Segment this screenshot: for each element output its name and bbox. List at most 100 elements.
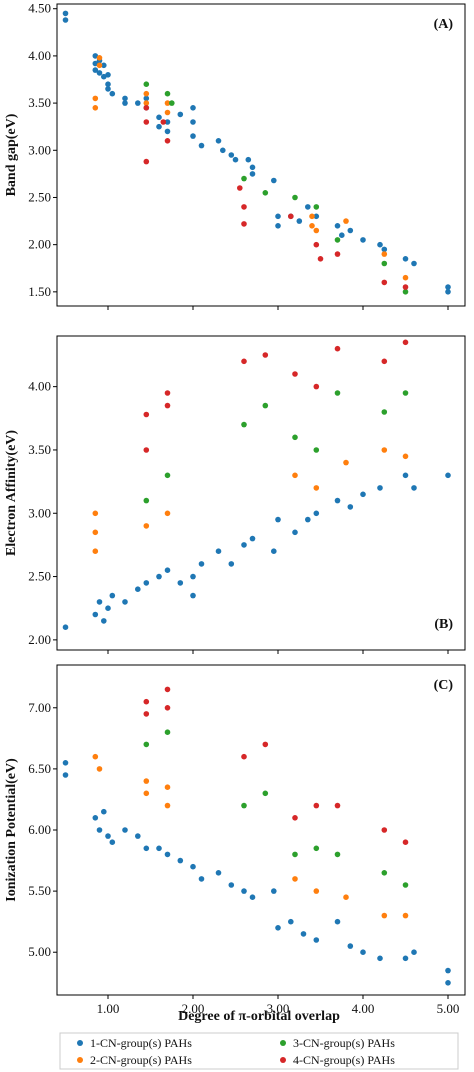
data-point	[164, 686, 171, 693]
data-point	[135, 833, 141, 839]
data-point	[360, 491, 366, 498]
data-point	[92, 95, 99, 102]
data-point	[241, 175, 247, 182]
data-point	[92, 611, 99, 618]
data-point	[402, 882, 409, 888]
panel-1: 1.50 2.00 2.50 3.00 3.50 4.00 4.50 Band gap(eV)…	[4, 1, 466, 310]
panel-label: (C)	[434, 678, 454, 693]
data-point	[313, 485, 320, 491]
series-3cn	[143, 81, 409, 295]
data-point	[62, 624, 69, 630]
data-point	[164, 567, 171, 573]
data-point	[313, 845, 320, 852]
data-point	[305, 204, 311, 210]
data-point	[143, 711, 150, 717]
legend-label-3cn: 3-CN-group(s) PAHs	[293, 1036, 395, 1050]
data-point	[262, 741, 269, 748]
data-point	[402, 289, 409, 295]
data-point	[241, 421, 247, 428]
data-point	[381, 870, 388, 876]
data-point	[228, 152, 235, 158]
data-point	[177, 111, 184, 118]
data-point	[101, 808, 107, 815]
data-point	[143, 100, 150, 106]
data-point	[402, 274, 409, 281]
series-4cn	[143, 339, 409, 453]
data-point	[215, 138, 222, 144]
data-point	[245, 156, 252, 163]
panels: 1.50 2.00 2.50 3.00 3.50 4.00 4.50 Band gap(eV)…	[4, 1, 466, 1016]
x-tick-label: 1.00	[97, 1001, 120, 1016]
data-point	[296, 218, 303, 224]
data-point	[262, 352, 269, 358]
legend-marker-2cn	[77, 1057, 83, 1063]
data-point	[190, 119, 196, 125]
data-point	[402, 284, 409, 290]
series-4cn	[143, 105, 409, 290]
data-point	[292, 371, 298, 377]
data-point	[177, 857, 184, 864]
plot-frame	[56, 335, 466, 651]
data-point	[445, 967, 451, 974]
y-tick-label: 6.00	[28, 822, 51, 837]
x-tick-label: 3.00	[267, 1001, 290, 1016]
data-point	[143, 81, 150, 87]
data-point	[164, 138, 171, 144]
y-tick-label: 2.50	[28, 569, 51, 584]
data-point	[164, 390, 171, 396]
data-point	[292, 434, 298, 441]
panel-label: (B)	[434, 617, 453, 632]
panel-2: 2.00 2.50 3.00 3.50 4.00 Electron Affinity(eV…	[4, 335, 466, 654]
data-point	[164, 851, 171, 858]
data-point	[143, 741, 150, 748]
data-point	[241, 358, 247, 365]
data-point	[177, 580, 184, 586]
data-point	[143, 778, 150, 784]
data-point	[288, 918, 294, 925]
data-point	[411, 485, 417, 491]
data-point	[198, 876, 205, 882]
data-point	[292, 851, 298, 858]
data-point	[62, 17, 69, 23]
data-point	[96, 62, 103, 69]
data-point	[377, 955, 383, 962]
data-point	[164, 100, 171, 106]
data-point	[313, 383, 320, 390]
data-point	[305, 516, 311, 523]
data-point	[249, 535, 256, 542]
data-point	[92, 105, 99, 111]
data-point	[275, 213, 281, 220]
data-point	[275, 516, 281, 523]
data-point	[262, 790, 269, 797]
data-point	[143, 105, 150, 111]
data-point	[313, 241, 320, 248]
data-point	[96, 599, 103, 605]
data-point	[143, 90, 150, 97]
data-point	[292, 529, 298, 536]
y-tick-label: 7.00	[28, 700, 51, 715]
legend-label-2cn: 2-CN-group(s) PAHs	[90, 1053, 192, 1067]
series-3cn	[143, 729, 409, 888]
data-point	[249, 171, 256, 177]
data-point	[241, 204, 247, 210]
data-point	[313, 888, 320, 894]
data-point	[402, 912, 409, 919]
data-point	[334, 237, 341, 243]
data-point	[381, 246, 388, 253]
data-point	[241, 802, 247, 809]
data-point	[347, 943, 354, 949]
data-point	[402, 453, 409, 460]
data-point	[377, 485, 383, 491]
data-point	[101, 618, 107, 624]
y-tick-label: 2.00	[28, 237, 51, 252]
data-point	[347, 227, 354, 234]
data-point	[62, 10, 69, 17]
data-point	[313, 204, 320, 210]
y-tick-label: 4.00	[28, 48, 51, 63]
data-point	[190, 105, 196, 111]
data-point	[232, 156, 239, 163]
plot-frame	[56, 664, 466, 996]
data-point	[313, 937, 320, 943]
data-point	[101, 62, 107, 69]
y-tick-label: 4.50	[28, 1, 51, 16]
